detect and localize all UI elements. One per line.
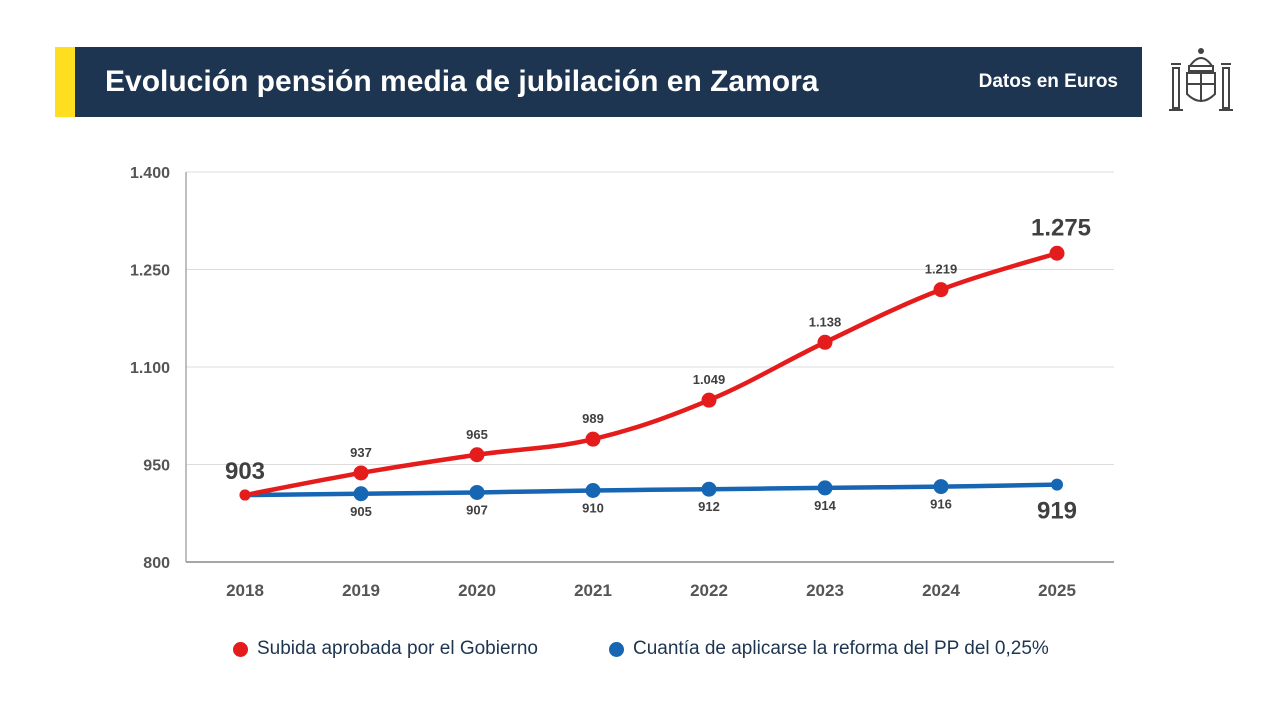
data-point-gobierno: [817, 334, 833, 350]
legend-item-gobierno: Subida aprobada por el Gobierno: [233, 638, 538, 660]
legend-marker-red: [233, 641, 248, 657]
data-label-gobierno: 903: [225, 458, 265, 485]
legend-item-reforma-pp: Cuantía de aplicarse la reforma del PP d…: [609, 638, 1049, 660]
y-tick-label: 800: [143, 555, 170, 572]
data-label-reforma-pp: 905: [350, 504, 372, 519]
y-tick-label: 1.100: [130, 360, 170, 377]
title-banner: Evolución pensión media de jubilación en…: [75, 47, 1142, 117]
series-line-reforma-pp: [242, 482, 1060, 498]
data-point-gobierno: [1049, 245, 1065, 261]
data-point-gobierno: [933, 282, 949, 298]
x-tick-label: 2023: [806, 581, 844, 600]
data-label-reforma-pp: 912: [698, 499, 720, 514]
data-label-gobierno: 1.219: [925, 262, 958, 277]
data-label-reforma-pp: 914: [814, 498, 836, 513]
series-line-gobierno: [242, 251, 1060, 498]
page-title: Evolución pensión media de jubilación en…: [105, 65, 819, 98]
data-label-reforma-pp: 910: [582, 501, 604, 516]
data-label-reforma-pp: 916: [930, 497, 952, 512]
data-point-reforma-pp: [933, 479, 949, 495]
data-point-gobierno: [353, 465, 369, 481]
data-point-reforma-pp: [585, 483, 601, 498]
title-accent-bar: [55, 47, 75, 117]
data-point-reforma-pp: [701, 481, 717, 497]
data-label-gobierno: 1.275: [1031, 214, 1091, 241]
legend-label-reforma-pp: Cuantía de aplicarse la reforma del PP d…: [633, 638, 1049, 659]
data-label-gobierno: 965: [466, 427, 488, 442]
data-label-gobierno: 1.138: [809, 314, 842, 329]
y-tick-label: 1.400: [130, 165, 170, 182]
x-tick-label: 2019: [342, 581, 380, 600]
legend-label-gobierno: Subida aprobada por el Gobierno: [257, 638, 538, 659]
data-label-gobierno: 989: [582, 411, 604, 426]
data-label-gobierno: 937: [350, 445, 372, 460]
data-point-gobierno: [585, 431, 601, 447]
x-tick-label: 2018: [226, 581, 264, 600]
x-tick-label: 2024: [922, 581, 960, 600]
chart-legend: Subida aprobada por el Gobierno Cuantía …: [0, 638, 1280, 664]
data-point-reforma-pp: [1051, 478, 1063, 491]
legend-marker-blue: [609, 641, 624, 657]
y-tick-label: 950: [143, 458, 170, 475]
x-tick-label: 2022: [690, 581, 728, 600]
data-point-gobierno: [701, 392, 717, 408]
y-tick-label: 1.250: [130, 263, 170, 280]
data-label-reforma-pp: 919: [1037, 498, 1077, 525]
units-note: Datos en Euros: [978, 71, 1118, 92]
coat-of-arms-icon: [1169, 48, 1233, 111]
data-point-gobierno: [469, 447, 485, 463]
data-point-reforma-pp: [469, 484, 485, 500]
x-tick-label: 2020: [458, 581, 496, 600]
data-label-reforma-pp: 907: [466, 502, 488, 517]
x-tick-label: 2021: [574, 581, 612, 600]
data-point-reforma-pp: [817, 480, 833, 496]
x-tick-label: 2025: [1038, 581, 1076, 600]
data-point-reforma-pp: [353, 486, 369, 502]
data-label-gobierno: 1.049: [693, 372, 726, 387]
data-point-gobierno: [239, 489, 251, 501]
